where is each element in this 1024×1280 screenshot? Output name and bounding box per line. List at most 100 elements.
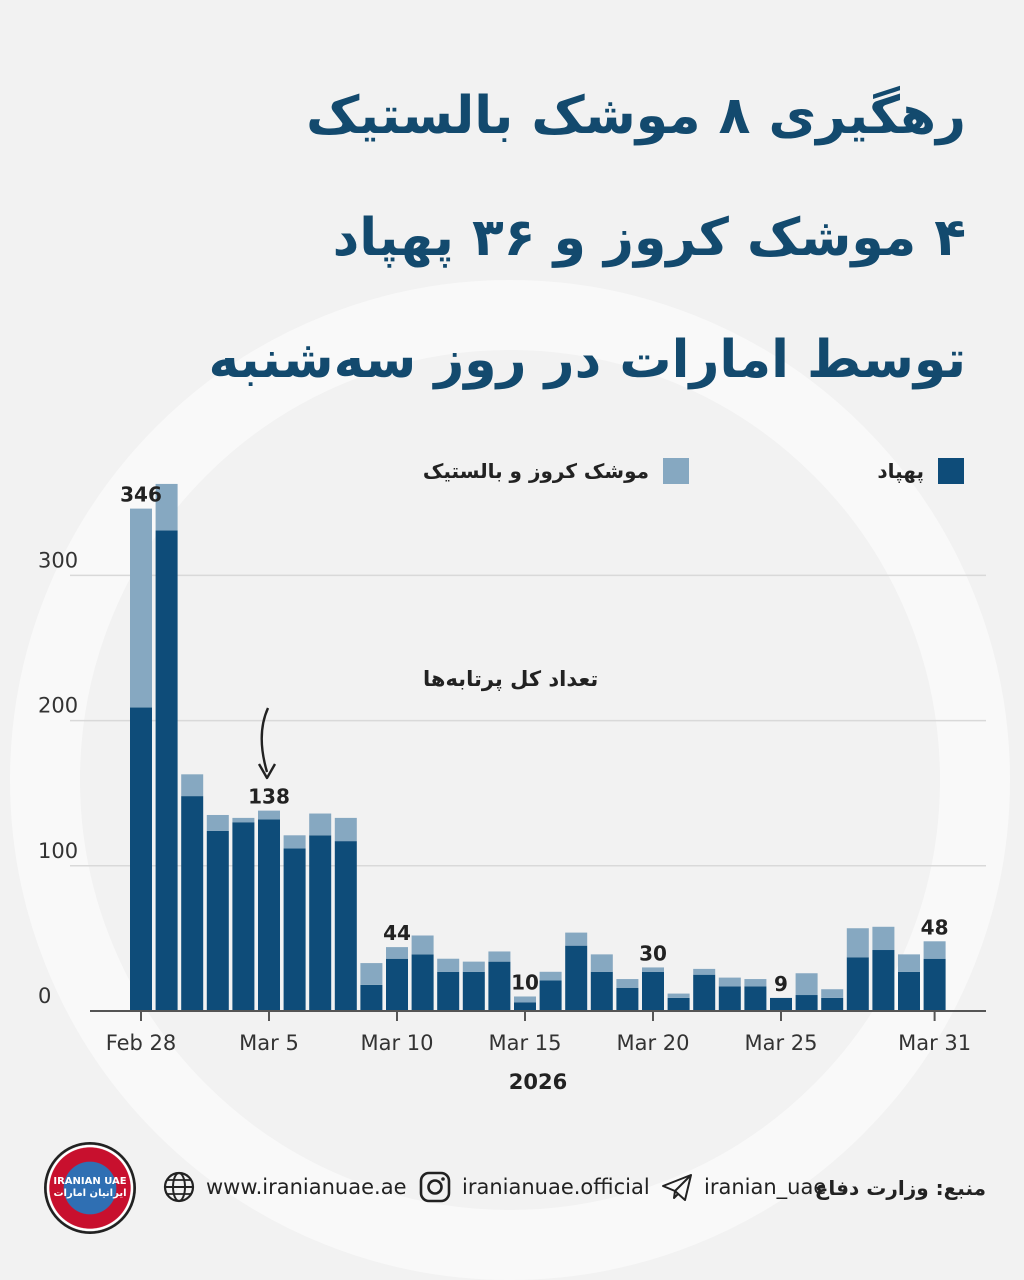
website-text: www.iranianuae.ae (206, 1175, 407, 1199)
bar-missile (514, 996, 536, 1003)
x-tick-label: Mar 5 (239, 1031, 299, 1055)
bar-drone (283, 848, 306, 1011)
bar-missile (693, 968, 716, 975)
bar-value-label: 10 (511, 970, 539, 994)
logo-text-bottom: ایرانیان امارات (53, 1188, 127, 1199)
footer: IRANIAN UAE ایرانیان امارات www.iranianu… (0, 1140, 1024, 1240)
legend-drone: پهپاد (877, 458, 964, 484)
bar-drone (155, 530, 178, 1011)
bar-missile (539, 971, 562, 981)
bar-drone (642, 971, 664, 1011)
telegram-text: iranian_uae (704, 1175, 827, 1199)
bar-drone (462, 971, 485, 1011)
bar-drone (539, 980, 562, 1011)
bar-missile (334, 817, 357, 842)
bar-missile (642, 967, 664, 972)
instagram-icon (419, 1171, 451, 1203)
bar-drone (488, 961, 511, 1011)
bar-drone (437, 971, 460, 1011)
bar-missile (206, 814, 229, 831)
bar-value-label: 138 (248, 785, 290, 809)
bar-missile (437, 958, 460, 972)
bar-missile (667, 993, 690, 998)
annotation-arrowhead (257, 763, 277, 780)
telegram-link[interactable]: iranian_uae (660, 1170, 826, 1204)
bar-drone (514, 1002, 536, 1011)
x-tick-label: Mar 15 (488, 1031, 561, 1055)
bar-missile (462, 961, 485, 972)
annotation-arrow (260, 707, 270, 773)
bar-drone (923, 958, 946, 1011)
globe-icon (163, 1171, 195, 1203)
page-title: رهگیری ۸ موشک بالستیک ۴ موشک کروز و ۳۶ پ… (66, 55, 966, 421)
stacked-bar-chart: 0 100 200 300 Feb 28 Mar 5 Mar 10 Mar 15 Mar 20 M… (38, 483, 986, 1094)
bar-missile (744, 979, 767, 987)
bar-value-label: 30 (639, 941, 667, 965)
source-note: منبع: وزارت دفاع (814, 1176, 986, 1200)
instagram-text: iranianuae.official (462, 1175, 650, 1199)
bar-missile (872, 926, 895, 951)
annotation-text: تعداد کل پرتابه‌ها (423, 667, 598, 691)
bar-missile (795, 973, 818, 996)
bar-drone (130, 707, 152, 1011)
bar-drone (386, 958, 408, 1011)
legend-missile-swatch (663, 458, 689, 484)
bar-drone (744, 986, 767, 1011)
bar-missile (821, 989, 844, 998)
bar-value-label: 9 (774, 972, 788, 996)
bar-missile (232, 817, 255, 823)
bar-drone (309, 835, 332, 1011)
bar-drone (181, 796, 204, 1011)
bar-missile (846, 928, 869, 958)
bar-drone (898, 971, 920, 1011)
x-tick-label: Mar 20 (616, 1031, 689, 1055)
x-tick-label: Mar 25 (744, 1031, 817, 1055)
bar-missile (488, 951, 511, 962)
bar-drone (846, 957, 869, 1011)
bar-missile (923, 941, 946, 959)
bar-drone (258, 819, 280, 1011)
bar-missile (360, 963, 383, 985)
bar-missile (616, 979, 639, 988)
bar-missile (258, 810, 280, 820)
y-tick-label: 0 (38, 984, 51, 1008)
bar-drone (565, 945, 588, 1011)
instagram-link[interactable]: iranianuae.official (418, 1170, 650, 1204)
bar-drone (232, 822, 255, 1011)
logo-text-top: IRANIAN UAE (53, 1176, 127, 1187)
bar-missile (590, 954, 613, 972)
bar-missile (130, 508, 152, 708)
y-tick-label: 300 (38, 548, 78, 572)
legend-missile: موشک کروز و بالستیک (423, 458, 689, 484)
legend-missile-label: موشک کروز و بالستیک (422, 459, 649, 483)
bar-drone (334, 841, 357, 1011)
bar-missile (309, 813, 332, 836)
x-axis-title: 2026 (509, 1070, 567, 1094)
bar-missile (386, 947, 408, 959)
bar-drone (590, 971, 613, 1011)
bar-drone (770, 997, 792, 1011)
bar-drone (795, 995, 818, 1011)
bar-drone (616, 987, 639, 1011)
x-tick-label: Mar 10 (360, 1031, 433, 1055)
bar-value-label: 346 (120, 483, 162, 507)
bar-missile (718, 977, 741, 987)
title-line-2: ۴ موشک کروز و ۳۶ پهپاد (332, 208, 966, 268)
website-link[interactable]: www.iranianuae.ae (162, 1170, 407, 1204)
y-tick-label: 200 (38, 694, 78, 718)
bar-missile (283, 835, 306, 849)
x-tick-label: Mar 31 (898, 1031, 971, 1055)
bar-missile (155, 483, 178, 531)
title-line-3: توسط امارات در روز سه‌شنبه (208, 330, 966, 390)
telegram-icon (662, 1174, 692, 1201)
bar-missile (898, 954, 920, 972)
bar-missile (565, 932, 588, 946)
legend-drone-label: پهپاد (877, 459, 924, 483)
bar-value-label: 48 (921, 915, 949, 939)
bar-drone (718, 986, 741, 1011)
bar-value-label: 44 (383, 921, 411, 945)
bar-drone (821, 997, 844, 1011)
bar-drone (667, 997, 690, 1011)
bar-drone (411, 954, 434, 1011)
bar-drone (360, 984, 383, 1011)
